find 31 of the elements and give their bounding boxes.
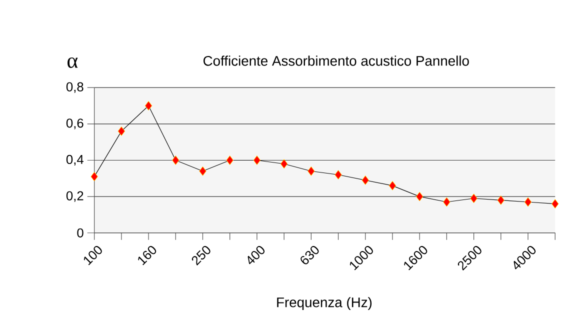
x-tick-label: 400 <box>248 246 265 264</box>
point <box>144 100 152 110</box>
point <box>172 155 180 165</box>
y-tick-label: 0 <box>77 228 84 238</box>
x-tick-label: 250 <box>192 246 210 266</box>
point <box>497 195 504 205</box>
point <box>199 166 206 176</box>
x-tick-label: 630 <box>300 246 319 264</box>
x-axis-title: Frequenza (Hz) <box>277 296 372 310</box>
point <box>308 166 315 176</box>
point <box>118 126 126 136</box>
point <box>90 172 98 182</box>
point <box>524 197 532 207</box>
y-tick-label: 0,6 <box>66 118 84 130</box>
point <box>334 170 342 180</box>
point <box>226 155 234 165</box>
point <box>253 155 261 165</box>
x-tick-label: 160 <box>138 246 156 266</box>
point <box>470 193 478 203</box>
y-tick-label: 0,4 <box>66 154 84 166</box>
point <box>552 198 559 208</box>
y-tick-label: 0,8 <box>66 82 84 93</box>
point <box>416 192 424 202</box>
chart-title: Cofficiente Assorbimento acustico Pannello <box>204 55 469 66</box>
x-tick-label: 100 <box>84 246 102 266</box>
y-tick-label: 0,2 <box>66 191 84 202</box>
point <box>362 175 369 185</box>
y-axis-title: α <box>68 57 78 68</box>
point <box>443 197 450 207</box>
point <box>280 158 288 168</box>
point <box>388 180 396 190</box>
